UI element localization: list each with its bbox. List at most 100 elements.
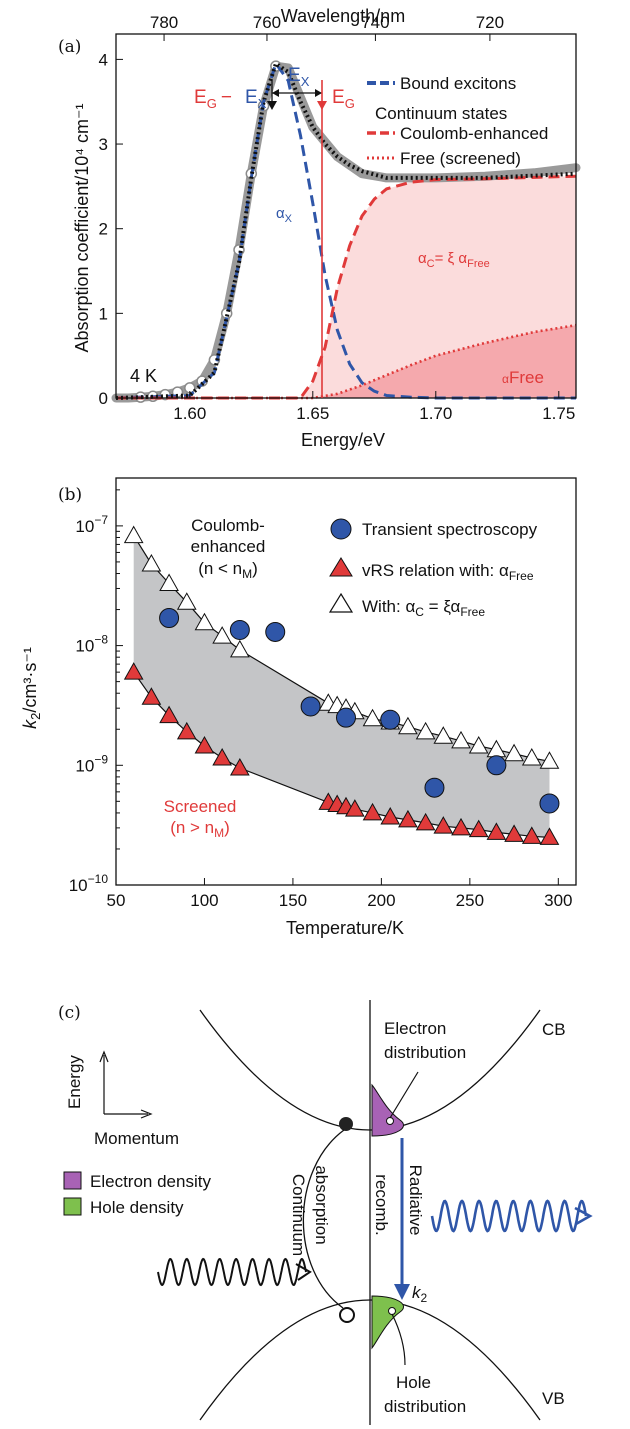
legend-continuum-heading: Continuum states: [375, 104, 507, 123]
legend-vrs-label: vRS relation with: αFree: [362, 561, 534, 583]
open-triangle-point: [539, 751, 560, 769]
ex-label-top: EX: [288, 65, 310, 89]
red-triangle-point: [451, 817, 471, 836]
eg-arrowhead: [317, 101, 327, 110]
cb-label: CB: [542, 1020, 566, 1039]
x-tick-label: 200: [367, 891, 395, 910]
red-triangle-point: [344, 799, 365, 817]
red-triangle-point: [229, 757, 250, 776]
screened-annotation-2: (n > nM): [170, 818, 230, 840]
open-triangle-point: [176, 592, 197, 610]
momentum-axis-label: Momentum: [94, 1129, 179, 1148]
emitted-photon-wave: [430, 1199, 588, 1233]
hole-distribution-label-2: distribution: [384, 1397, 466, 1416]
open-triangle-point: [159, 573, 179, 592]
panel-c-label: (c): [58, 1003, 81, 1023]
radiative-arrowhead: [394, 1284, 410, 1300]
hole-distribution-label-1: Hole: [396, 1373, 431, 1392]
panel-a-axes: 1.60 1.65 1.70 1.75 0 1 2 3 4 780 760 740 720: [99, 13, 577, 423]
x-tick-label: 100: [190, 891, 218, 910]
panel-b: (b) k2/cm³·s⁻¹ Temperature/K 50 100 150 200…: [20, 477, 577, 938]
panel-b-label: (b): [58, 485, 82, 505]
vb-label: VB: [542, 1389, 565, 1408]
emitted-photon-arrowhead: [574, 1206, 593, 1226]
open-triangle-point: [123, 525, 144, 544]
red-triangle-point: [176, 721, 197, 740]
transient-point: [336, 707, 356, 728]
x-tick-label: 1.60: [173, 404, 206, 423]
alpha-c-label: αC= ξ αFree: [418, 250, 490, 270]
red-triangle-point: [159, 705, 179, 724]
transient-point: [300, 696, 321, 717]
hole-distribution-pointer: [391, 1313, 406, 1366]
absorption-label: absorption: [312, 1165, 331, 1244]
incoming-photon-arrowhead: [295, 1263, 312, 1281]
red-triangle-point: [504, 824, 524, 842]
red-triangle-point: [539, 827, 560, 845]
red-triangle-point: [123, 662, 144, 680]
transient-point: [265, 621, 286, 642]
red-triangle-point: [468, 819, 489, 838]
alpha-free-label: αFree: [502, 368, 544, 387]
x2-tick-label: 760: [253, 13, 281, 32]
electron-density-label: Electron density: [90, 1172, 211, 1191]
free-area: [116, 325, 576, 398]
y-tick-label: 3: [99, 135, 108, 154]
energy-axis-label: Energy: [65, 1055, 84, 1109]
y-tick-label: 1: [99, 304, 108, 323]
hole-particle: [339, 1307, 355, 1323]
x-tick-label: 1.65: [296, 404, 329, 423]
coulomb-annotation-1: Coulomb-: [191, 516, 265, 535]
y-tick-label: 10−9: [75, 752, 108, 775]
electron-distribution-pointer: [389, 1071, 419, 1119]
red-triangle-point: [433, 816, 454, 834]
x2-tick-label: 740: [361, 13, 389, 32]
panel-b-y-axis-label: k2/cm³·s⁻¹: [20, 647, 43, 729]
hole-density-label: Hole density: [90, 1198, 184, 1217]
transient-point: [539, 793, 560, 814]
y-tick-label: 0: [99, 389, 108, 408]
x2-tick-label: 720: [476, 13, 504, 32]
legend-with-label: With: αC = ξαFree: [362, 597, 485, 619]
panel-a-label: (a): [58, 37, 81, 57]
open-triangle-point: [398, 716, 418, 735]
red-triangle-point: [362, 802, 383, 821]
red-triangle-point: [398, 809, 418, 828]
red-triangle-point: [521, 826, 542, 844]
open-triangle-point: [229, 639, 250, 658]
momentum-axis-head: [140, 1109, 153, 1119]
total-fit-line: [115, 60, 577, 400]
open-triangle-point: [194, 612, 215, 631]
y-tick-label: 10−7: [75, 513, 108, 536]
enhancement-band: [133, 535, 550, 838]
electron-distribution-label-1: Electron: [384, 1019, 446, 1038]
panel-b-axes: 50 100 150 200 250 300 10−10 10−9 10−8 10−7: [69, 477, 577, 910]
open-triangle-point: [521, 748, 542, 766]
eg-label-right: EG: [332, 87, 355, 111]
temperature-label: 4 K: [130, 366, 157, 386]
continuum-absorption-path: [302, 1129, 345, 1309]
panel-a-x-axis-label: Energy/eV: [301, 430, 385, 450]
hole-density-swatch: [63, 1197, 82, 1216]
y-tick-label: 10−10: [69, 872, 109, 895]
screened-annotation-1: Screened: [164, 797, 237, 816]
panel-a-frame: [115, 33, 577, 399]
electron-particle: [339, 1117, 353, 1131]
recomb-label: recomb.: [372, 1174, 391, 1235]
electron-density-swatch: [63, 1171, 82, 1190]
coulomb-area: [116, 176, 576, 398]
red-triangle-point: [212, 748, 233, 766]
eg-label-left: EG −: [194, 87, 232, 111]
y-tick-label: 4: [99, 50, 108, 69]
transient-point: [229, 619, 250, 640]
x-tick-label: 250: [456, 891, 484, 910]
open-triangle-point: [468, 735, 489, 754]
open-triangle-point: [504, 743, 524, 762]
electron-marker-small: [386, 1117, 394, 1125]
x-tick-label: 300: [544, 891, 572, 910]
electron-distribution-shape: [371, 1083, 404, 1137]
transient-point: [424, 777, 445, 798]
eg-minus-ex-arrowhead: [267, 101, 277, 110]
panel-a-y-axis-label: Absorption coefficient/10⁴ cm⁻¹: [72, 103, 92, 352]
